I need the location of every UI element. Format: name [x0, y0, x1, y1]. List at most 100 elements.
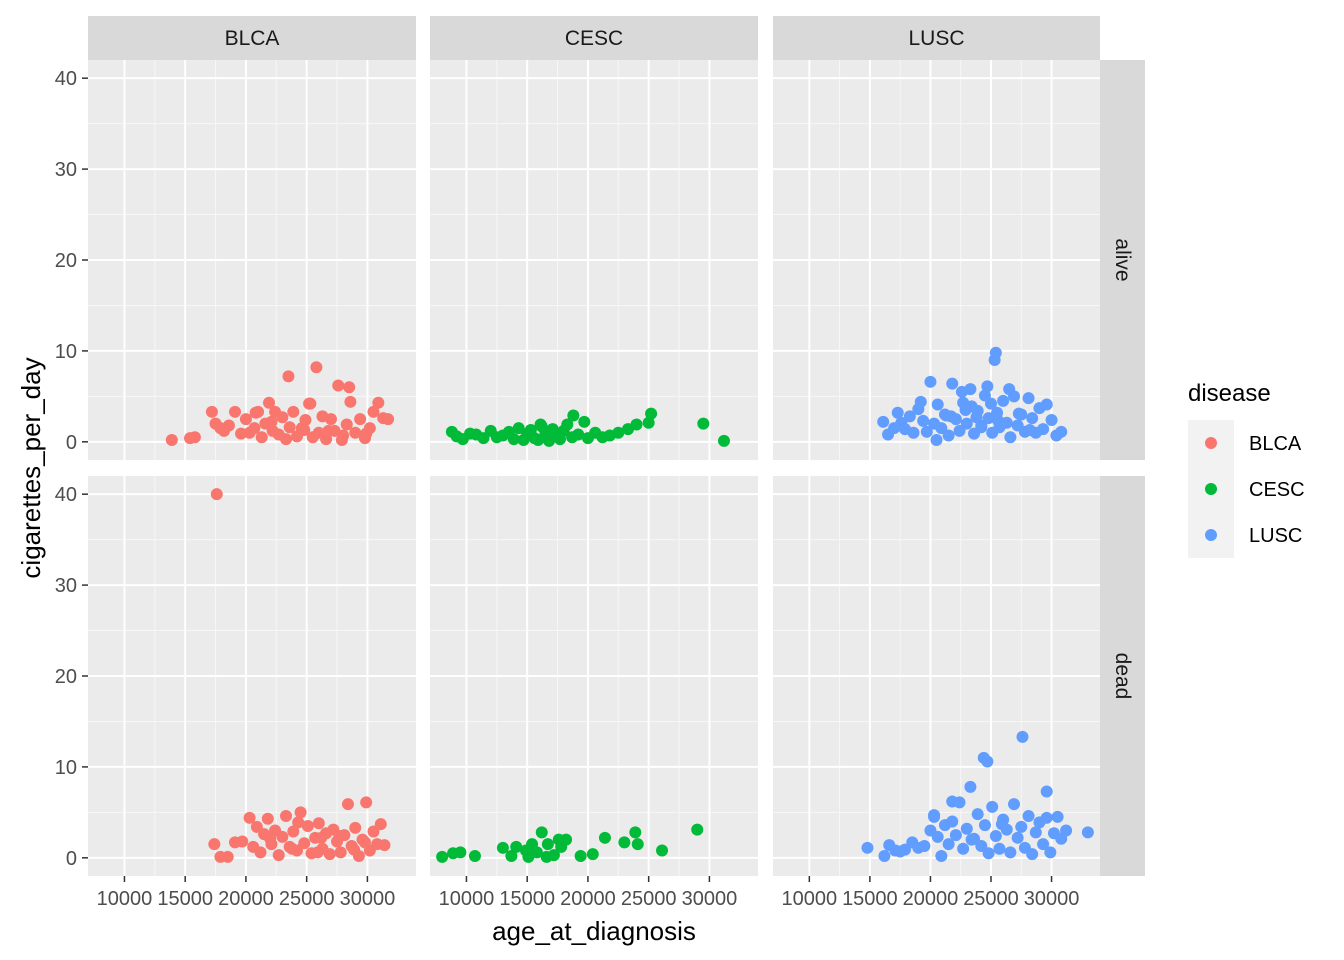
data-point	[332, 379, 345, 392]
data-point	[578, 415, 591, 428]
points-cesc-alive	[445, 407, 730, 447]
data-point	[255, 431, 268, 444]
data-point	[1011, 831, 1024, 844]
y-tick-label: 20	[55, 666, 77, 688]
data-point	[261, 812, 274, 825]
x-tick-label: 10000	[97, 888, 153, 910]
data-point	[205, 405, 218, 418]
x-axis-lusc: 10000 15000 20000 25000 30000	[782, 876, 1080, 910]
strip-background	[1100, 476, 1145, 876]
strip-label: LUSC	[908, 27, 964, 50]
x-tick-label: 30000	[1024, 888, 1080, 910]
data-point	[1037, 838, 1050, 851]
data-point	[949, 829, 962, 842]
points-lusc-dead	[861, 730, 1094, 862]
y-tick-label: 0	[66, 848, 77, 870]
legend-symbol	[1205, 437, 1217, 449]
data-point	[283, 421, 296, 434]
data-point	[535, 826, 548, 839]
x-tick-label: 15000	[842, 888, 898, 910]
data-point	[970, 411, 983, 424]
legend-item-blca: BLCA	[1188, 420, 1302, 466]
data-point	[221, 850, 234, 863]
data-point	[978, 389, 991, 402]
data-point	[276, 830, 289, 843]
data-point	[280, 433, 293, 446]
data-point	[436, 850, 449, 863]
data-point	[333, 830, 346, 842]
data-point	[343, 381, 356, 394]
legend-symbol	[1205, 529, 1217, 541]
panel-lusc-dead	[773, 476, 1100, 876]
data-point	[507, 433, 520, 446]
x-tick-label: 10000	[439, 888, 495, 910]
data-point	[986, 800, 999, 813]
data-point	[340, 418, 353, 431]
data-point	[942, 429, 955, 442]
data-point	[276, 411, 289, 424]
strip-label: alive	[1111, 238, 1134, 281]
data-point	[717, 434, 730, 447]
legend-label: CESC	[1249, 479, 1305, 501]
facet-panels	[88, 60, 1100, 876]
data-point	[960, 822, 973, 835]
x-tick-label: 20000	[560, 888, 616, 910]
data-point	[1051, 810, 1064, 823]
data-point	[953, 424, 966, 437]
data-point	[249, 406, 262, 419]
data-point	[1045, 414, 1058, 426]
legend-title: disease	[1188, 380, 1271, 407]
x-tick-label: 15000	[157, 888, 213, 910]
data-point	[298, 424, 311, 436]
data-point	[360, 796, 373, 809]
data-point	[299, 414, 312, 426]
data-point	[899, 843, 912, 856]
data-point	[349, 426, 362, 439]
data-point	[1022, 392, 1035, 405]
y-axis-dead: 0 10 20 30 40	[55, 484, 88, 870]
y-tick-label: 0	[66, 432, 77, 454]
data-point	[993, 842, 1006, 855]
points-cesc-dead	[436, 823, 704, 863]
data-point	[372, 396, 385, 409]
data-point	[1015, 820, 1028, 833]
data-point	[1026, 412, 1039, 425]
data-point	[349, 821, 362, 834]
data-point	[946, 795, 959, 808]
data-point	[598, 831, 611, 844]
data-point	[1055, 425, 1068, 438]
y-axis-title: cigarettes_per_day	[16, 357, 46, 578]
data-point	[618, 836, 631, 849]
data-point	[1004, 431, 1017, 444]
data-point	[382, 413, 395, 426]
data-point	[239, 413, 252, 426]
x-axis-cesc: 10000 15000 20000 25000 30000	[439, 876, 737, 910]
data-point	[997, 394, 1010, 407]
legend-item-cesc: CESC	[1188, 466, 1305, 512]
data-point	[505, 850, 518, 862]
strip-cesc: CESC	[430, 16, 758, 60]
data-point	[358, 836, 371, 849]
data-point	[367, 405, 380, 418]
data-point	[965, 833, 978, 846]
points-lusc-alive	[877, 346, 1068, 446]
data-point	[344, 395, 357, 408]
data-point	[612, 426, 625, 439]
data-point	[978, 819, 991, 832]
data-point	[574, 850, 587, 862]
data-point	[323, 848, 336, 861]
data-point	[918, 840, 931, 852]
data-point	[861, 841, 874, 854]
data-point	[1003, 383, 1016, 396]
x-tick-label: 30000	[340, 888, 396, 910]
data-point	[312, 817, 325, 830]
data-point	[292, 816, 305, 829]
legend-symbol	[1205, 483, 1217, 495]
data-point	[629, 826, 642, 839]
x-tick-label: 20000	[218, 888, 274, 910]
data-point	[645, 407, 658, 420]
data-point	[572, 428, 585, 441]
data-point	[1081, 826, 1094, 839]
data-point	[374, 818, 387, 831]
